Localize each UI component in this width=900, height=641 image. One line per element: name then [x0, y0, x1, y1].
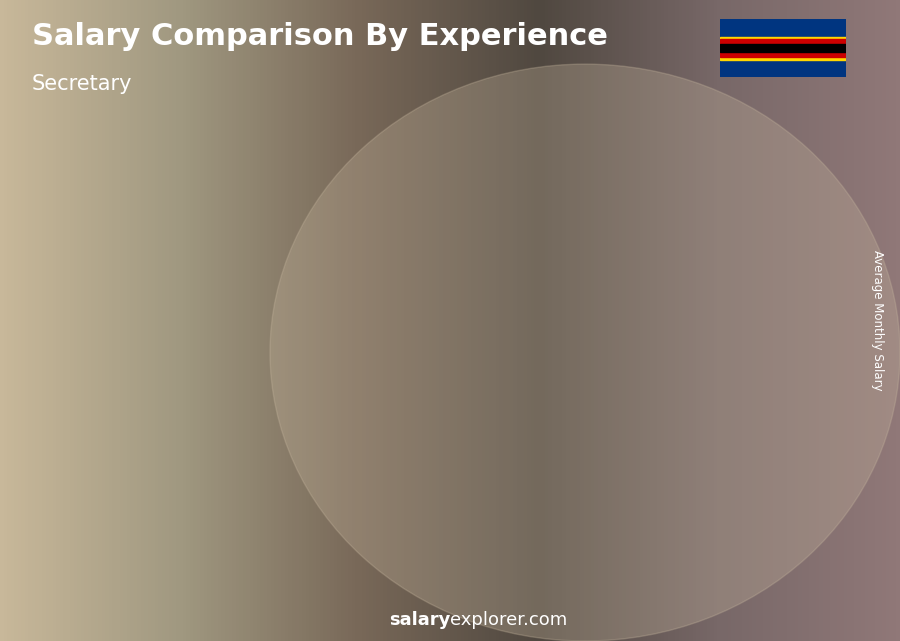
Text: Salary Comparison By Experience: Salary Comparison By Experience: [32, 22, 608, 51]
Bar: [208, 370, 272, 570]
Bar: [590, 226, 653, 570]
Polygon shape: [590, 219, 662, 226]
Bar: [272, 370, 279, 570]
Text: Secretary: Secretary: [32, 74, 132, 94]
Text: explorer.com: explorer.com: [450, 612, 567, 629]
Bar: [336, 311, 399, 570]
Text: +21%: +21%: [401, 181, 469, 201]
Polygon shape: [463, 249, 534, 256]
Bar: [781, 208, 788, 570]
Bar: [720, 39, 846, 56]
Text: Average Monthly Salary: Average Monthly Salary: [871, 250, 884, 391]
Ellipse shape: [270, 64, 900, 641]
Text: +5%: +5%: [663, 133, 717, 153]
Bar: [720, 60, 846, 77]
Bar: [720, 44, 846, 53]
Text: salary: salary: [389, 612, 450, 629]
Text: 2,590 SZL: 2,590 SZL: [464, 237, 538, 251]
Bar: [144, 421, 152, 570]
Text: +30%: +30%: [274, 235, 342, 255]
Bar: [720, 37, 846, 60]
Text: +9%: +9%: [536, 150, 590, 170]
Text: 2,980 SZL: 2,980 SZL: [718, 189, 793, 204]
Bar: [81, 421, 144, 570]
Polygon shape: [336, 304, 407, 311]
Text: +34%: +34%: [147, 295, 214, 315]
Text: 1,650 SZL: 1,650 SZL: [210, 351, 283, 365]
Text: 2,840 SZL: 2,840 SZL: [591, 206, 665, 221]
Text: 2,140 SZL: 2,140 SZL: [337, 291, 410, 306]
Polygon shape: [81, 414, 152, 421]
Bar: [653, 226, 662, 570]
Bar: [717, 208, 781, 570]
Bar: [399, 311, 407, 570]
Bar: [463, 256, 526, 570]
Polygon shape: [208, 363, 279, 370]
Text: 1,230 SZL: 1,230 SZL: [69, 388, 143, 403]
Bar: [526, 256, 534, 570]
Polygon shape: [717, 202, 788, 208]
Bar: [720, 19, 846, 37]
